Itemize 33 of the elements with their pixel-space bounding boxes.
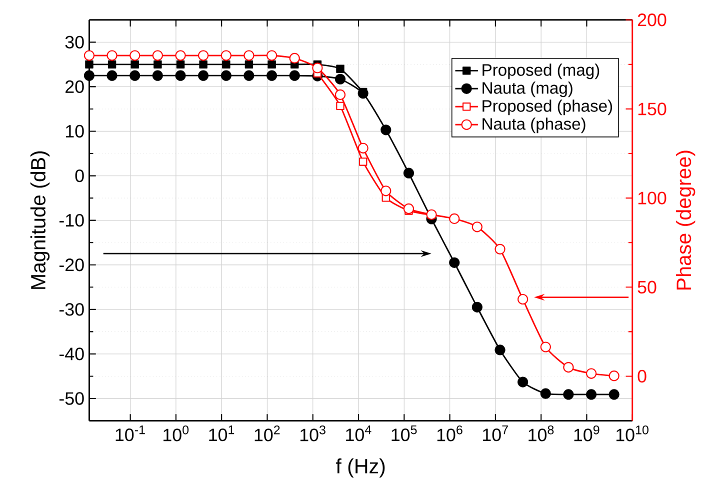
y-tick-label: -10 <box>59 214 84 226</box>
x-tick-label: 10$^{10}$ <box>616 425 648 442</box>
x-tick-label: 10$^{8}$ <box>528 425 554 442</box>
y-tick-label: -40 <box>59 347 84 360</box>
y2-tick-label: 0 <box>638 370 646 382</box>
x-tick-label: 10$^{3}$ <box>300 425 326 442</box>
y-tick-label: 0 <box>75 169 84 182</box>
y-tick-label: 10 <box>66 124 84 138</box>
y-tick-label: -20 <box>59 258 84 271</box>
x-tick-label: 10$^{9}$ <box>574 425 600 442</box>
y-tick-label: 30 <box>65 36 84 48</box>
x-tick-label: 10$^{5}$ <box>392 425 417 441</box>
y2-tick-label: 100 <box>638 192 666 204</box>
x-tick-label: 10$^{0}$ <box>164 425 189 442</box>
legend-label: Nauta (phase) <box>482 117 586 133</box>
x-tick-label: 10$^{6}$ <box>437 425 462 442</box>
y2-tick-label: 200 <box>638 13 666 26</box>
y-tick-label: -30 <box>59 302 84 316</box>
x-axis-title: f (Hz) <box>336 458 385 478</box>
x-tick-label: 10$^{-1}$ <box>116 425 145 441</box>
x-tick-label: 10$^{4}$ <box>346 425 372 441</box>
y-tick-label: 20 <box>66 80 84 93</box>
legend-label: Proposed (phase) <box>482 99 612 115</box>
legend-label: Nauta (mag) <box>482 81 572 97</box>
y2-tick-label: 150 <box>638 102 666 116</box>
x-tick-label: 10$^{7}$ <box>483 425 508 441</box>
y2-tick-label: 50 <box>638 280 656 294</box>
y-tick-label: -50 <box>59 392 84 405</box>
x-tick-label: 10$^{2}$ <box>254 425 280 442</box>
y2-axis-title: Phase (degree) <box>676 150 696 290</box>
x-tick-label: 10$^{1}$ <box>209 425 234 441</box>
y-axis-title: Magnitude (dB) <box>30 151 50 289</box>
legend-label: Proposed (mag) <box>482 63 600 79</box>
